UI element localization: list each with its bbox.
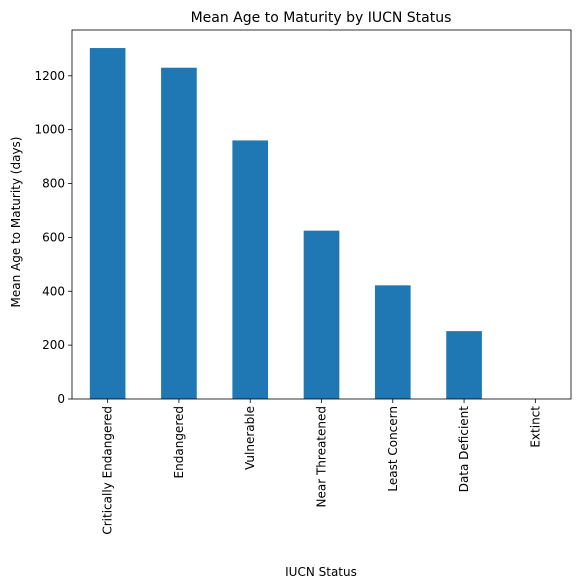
x-tick-label: Data Deficient bbox=[457, 406, 471, 493]
plot-area: 0 200 400 600 800 1000 1200 Critically Endanger… bbox=[34, 29, 572, 535]
y-axis-label: Mean Age to Maturity (days) bbox=[9, 137, 23, 308]
x-tick-label: Vulnerable bbox=[243, 406, 257, 470]
y-tick-label: 400 bbox=[42, 284, 65, 298]
bar bbox=[374, 285, 411, 399]
chart-title: Mean Age to Maturity by IUCN Status bbox=[191, 10, 452, 26]
y-tick-label: 1200 bbox=[34, 69, 65, 83]
y-tick-label: 1000 bbox=[34, 123, 65, 137]
bar bbox=[232, 140, 269, 399]
x-tick-label: Endangered bbox=[172, 406, 186, 478]
x-tick-label: Extinct bbox=[528, 406, 542, 448]
bar bbox=[303, 230, 340, 399]
y-tick-label: 800 bbox=[42, 177, 65, 191]
bar bbox=[161, 67, 197, 399]
y-tick-label: 0 bbox=[57, 392, 65, 406]
bar bbox=[446, 331, 482, 399]
x-tick-label: Critically Endangered bbox=[101, 406, 115, 535]
y-tick-label: 200 bbox=[42, 338, 65, 352]
x-tick-label: Least Concern bbox=[386, 406, 400, 492]
bar bbox=[89, 48, 126, 399]
x-tick-label: Near Threatened bbox=[315, 406, 329, 508]
y-tick-label: 600 bbox=[42, 230, 65, 244]
x-axis-label: IUCN Status bbox=[285, 565, 357, 579]
